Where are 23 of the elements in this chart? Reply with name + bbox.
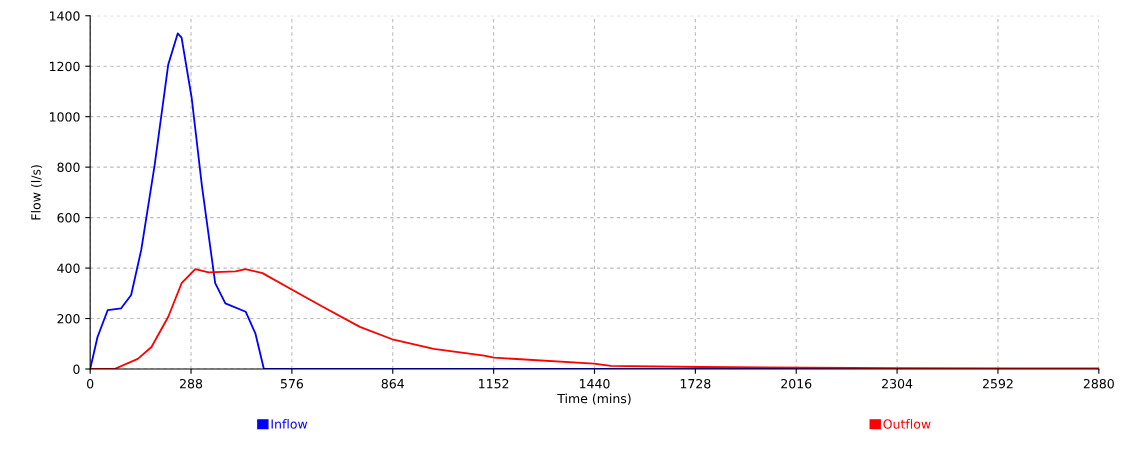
legend-label: Outflow	[883, 419, 931, 429]
x-tick-label: 1440	[579, 378, 610, 389]
x-tick-label: 2304	[882, 378, 913, 389]
x-tick-label: 2016	[781, 378, 812, 389]
x-tick-label: 864	[381, 378, 404, 389]
y-tick-label: 600	[57, 213, 80, 223]
x-tick-label: 2592	[982, 378, 1013, 389]
x-tick-label: 1728	[680, 378, 711, 389]
y-tick-label: 200	[57, 314, 80, 324]
x-axis-title: Time (mins)	[557, 393, 631, 405]
legend-label: Inflow	[271, 419, 308, 429]
y-tick-label: 0	[73, 364, 80, 374]
x-tick-label: 1152	[479, 378, 509, 389]
x-tick-label: 288	[180, 378, 203, 389]
y-tick-label: 1200	[50, 61, 80, 72]
y-tick-label: 1000	[50, 112, 80, 122]
y-tick-label: 1400	[50, 11, 80, 21]
x-tick-label: 576	[280, 378, 304, 389]
y-axis-title: Flow (l/s)	[30, 165, 43, 220]
x-tick-label: 0	[87, 378, 94, 389]
y-tick-label: 800	[57, 162, 80, 173]
x-tick-label: 2880	[1083, 378, 1114, 389]
y-tick-label: 400	[57, 263, 80, 273]
